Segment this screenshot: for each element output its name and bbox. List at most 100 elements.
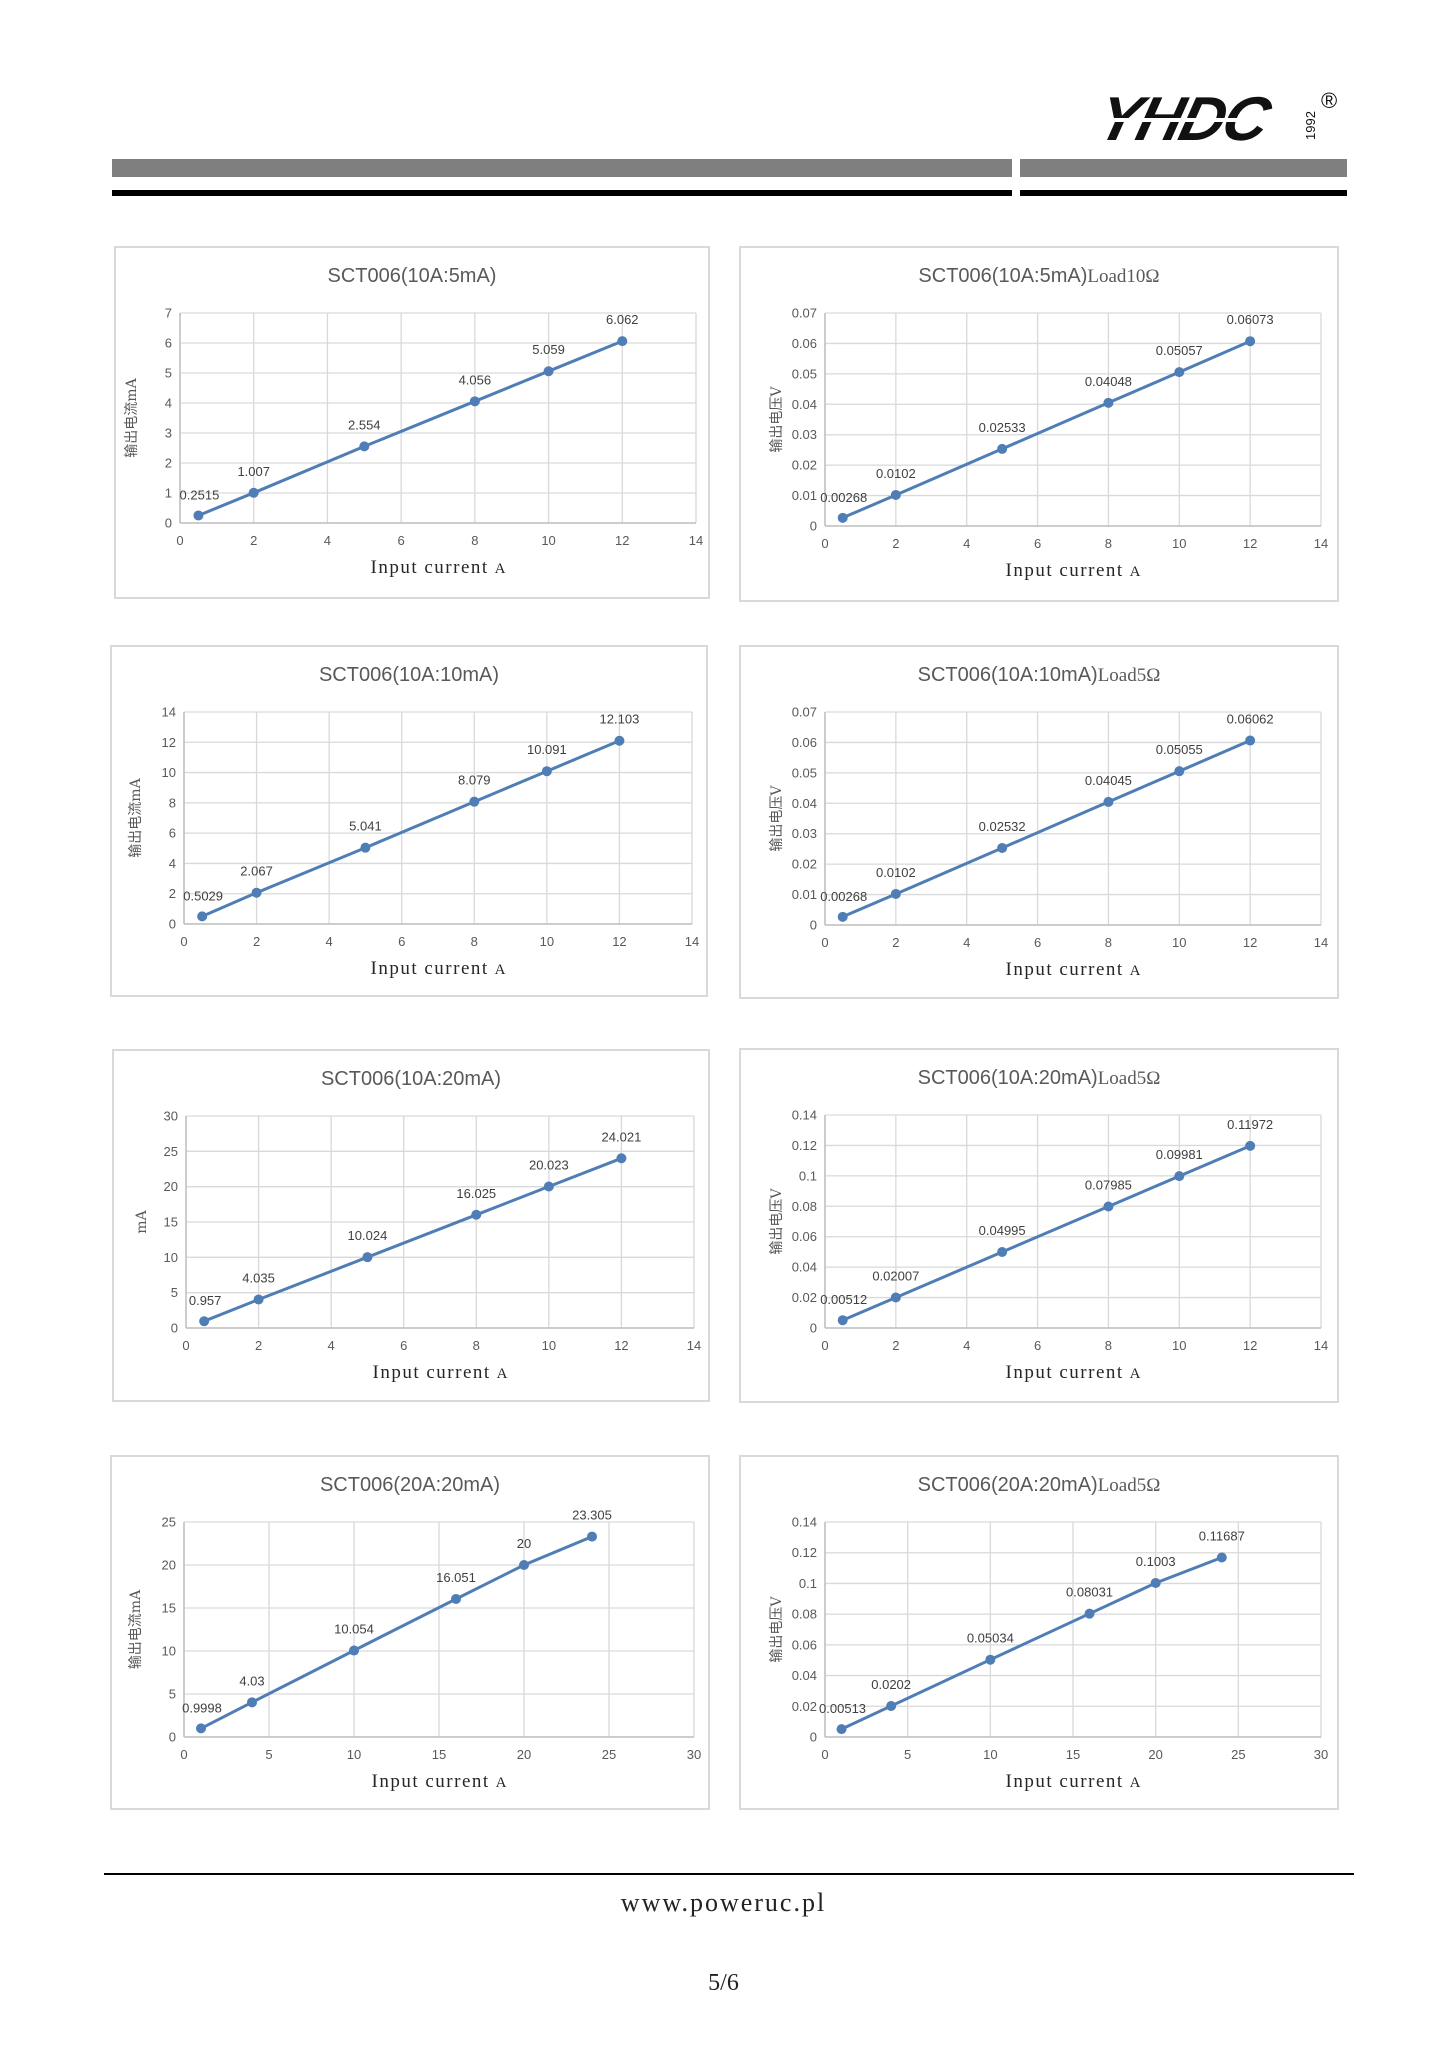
y-tick-label: 12 <box>162 735 176 750</box>
y-tick-label: 30 <box>164 1109 178 1124</box>
data-label: 0.5029 <box>183 888 223 903</box>
series-line <box>200 1535 593 1730</box>
data-point <box>1103 796 1114 807</box>
data-label: 0.06062 <box>1227 712 1274 727</box>
data-label: 0.04995 <box>979 1223 1026 1238</box>
x-tick-label: 6 <box>400 1338 407 1353</box>
y-axis-label: 输出电流mA <box>128 777 144 857</box>
y-axis-label: 输出电压V <box>769 785 785 852</box>
x-tick-label: 0 <box>180 934 187 949</box>
x-axis-label: Input current A <box>1006 959 1141 980</box>
data-point <box>890 489 901 500</box>
data-label: 0.00512 <box>820 1292 867 1307</box>
chart-svg: SCT006(10A:10mA) 0 2 4 6 8 10 12 14 0 2 4 6 8 10 12 14 In… <box>128 664 699 979</box>
chart-title: SCT006(20A:20mA) <box>320 1474 500 1496</box>
data-label: 10.091 <box>527 742 567 757</box>
x-tick-label: 10 <box>983 1747 997 1762</box>
data-point <box>196 1723 206 1734</box>
x-tick-label: 10 <box>542 1338 556 1353</box>
x-tick-label: 0 <box>176 533 183 548</box>
data-point <box>985 1654 996 1665</box>
y-tick-label: 0.05 <box>792 366 817 381</box>
y-tick-label: 0.03 <box>792 826 817 841</box>
data-label: 12.103 <box>600 712 640 727</box>
data-label: 0.9998 <box>182 1700 222 1715</box>
y-tick-label: 14 <box>162 705 176 720</box>
data-label: 0.0102 <box>876 865 916 880</box>
y-tick-label: 6 <box>165 336 172 351</box>
header-bar-black-left <box>112 190 1012 196</box>
data-point <box>1245 1140 1256 1151</box>
y-tick-label: 0.14 <box>792 1515 817 1530</box>
page-number: 5/6 <box>708 1970 739 1996</box>
x-tick-label: 6 <box>1034 536 1041 551</box>
data-label: 2.554 <box>348 417 381 432</box>
data-point <box>253 1294 264 1305</box>
data-point <box>1150 1577 1161 1588</box>
y-axis-label: 输出电压V <box>769 386 785 453</box>
registered-mark: ® <box>1321 88 1337 113</box>
y-tick-label: 0.07 <box>792 306 817 321</box>
x-tick-label: 0 <box>821 536 828 551</box>
y-tick-label: 0.06 <box>792 735 817 750</box>
data-label: 0.04045 <box>1085 773 1132 788</box>
x-tick-label: 14 <box>689 533 703 548</box>
data-label: 10.024 <box>348 1228 388 1243</box>
data-point <box>543 366 554 377</box>
x-tick-label: 4 <box>326 934 333 949</box>
x-tick-label: 10 <box>1172 935 1186 950</box>
y-tick-label: 0 <box>810 519 817 534</box>
y-tick-label: 6 <box>169 826 176 841</box>
y-tick-label: 0 <box>171 1321 178 1336</box>
data-point <box>199 1316 210 1327</box>
data-point <box>836 1724 847 1735</box>
y-tick-label: 20 <box>162 1558 176 1573</box>
y-tick-label: 5 <box>165 366 172 381</box>
data-point <box>997 443 1008 454</box>
y-tick-label: 0 <box>165 516 172 531</box>
data-point <box>543 1181 554 1192</box>
y-tick-label: 0.08 <box>792 1607 817 1622</box>
series-line <box>842 339 1251 520</box>
y-tick-label: 3 <box>165 426 172 441</box>
data-point <box>349 1645 359 1656</box>
series-line <box>197 339 623 517</box>
x-tick-label: 2 <box>892 935 899 950</box>
data-point <box>251 887 262 898</box>
data-point <box>587 1531 597 1542</box>
chart-title-load: Load5Ω <box>1098 1475 1161 1496</box>
series-line <box>842 1144 1251 1322</box>
x-axis-label: Input current A <box>372 1771 507 1792</box>
x-tick-label: 4 <box>328 1338 335 1353</box>
y-tick-label: 0.04 <box>792 397 817 412</box>
x-tick-label: 20 <box>517 1747 531 1762</box>
x-tick-label: 12 <box>615 533 629 548</box>
yhdc-logo: YHDC 1992 ® <box>1085 85 1350 154</box>
data-point <box>1084 1608 1095 1619</box>
chart-title: SCT006(10A:5mA)Load10Ω <box>918 265 1159 287</box>
x-tick-label: 25 <box>1231 1747 1245 1762</box>
y-tick-label: 5 <box>171 1285 178 1300</box>
chart-title-load: Load5Ω <box>1098 1068 1161 1089</box>
data-label: 0.05034 <box>967 1631 1014 1646</box>
x-tick-label: 0 <box>821 935 828 950</box>
data-point <box>837 512 848 523</box>
series-line <box>840 1556 1223 1731</box>
footer-website: www.poweruc.pl <box>620 1888 827 1917</box>
x-axis-label-text: Input current <box>372 1771 490 1792</box>
x-tick-label: 12 <box>1243 935 1257 950</box>
data-label: 0.2515 <box>180 487 220 502</box>
x-tick-label: 8 <box>471 533 478 548</box>
x-tick-label: 8 <box>473 1338 480 1353</box>
x-tick-label: 15 <box>432 1747 446 1762</box>
x-axis-label-text: Input current <box>1006 560 1124 581</box>
y-tick-label: 2 <box>165 456 172 471</box>
data-point <box>1174 367 1185 378</box>
data-label: 0.09981 <box>1156 1147 1203 1162</box>
chart-title: SCT006(20A:20mA)Load5Ω <box>918 1474 1161 1496</box>
x-tick-label: 5 <box>265 1747 272 1762</box>
chart-title-main: SCT006(20A:20mA) <box>320 1474 500 1496</box>
data-label: 6.062 <box>606 312 639 327</box>
data-point <box>197 911 208 922</box>
